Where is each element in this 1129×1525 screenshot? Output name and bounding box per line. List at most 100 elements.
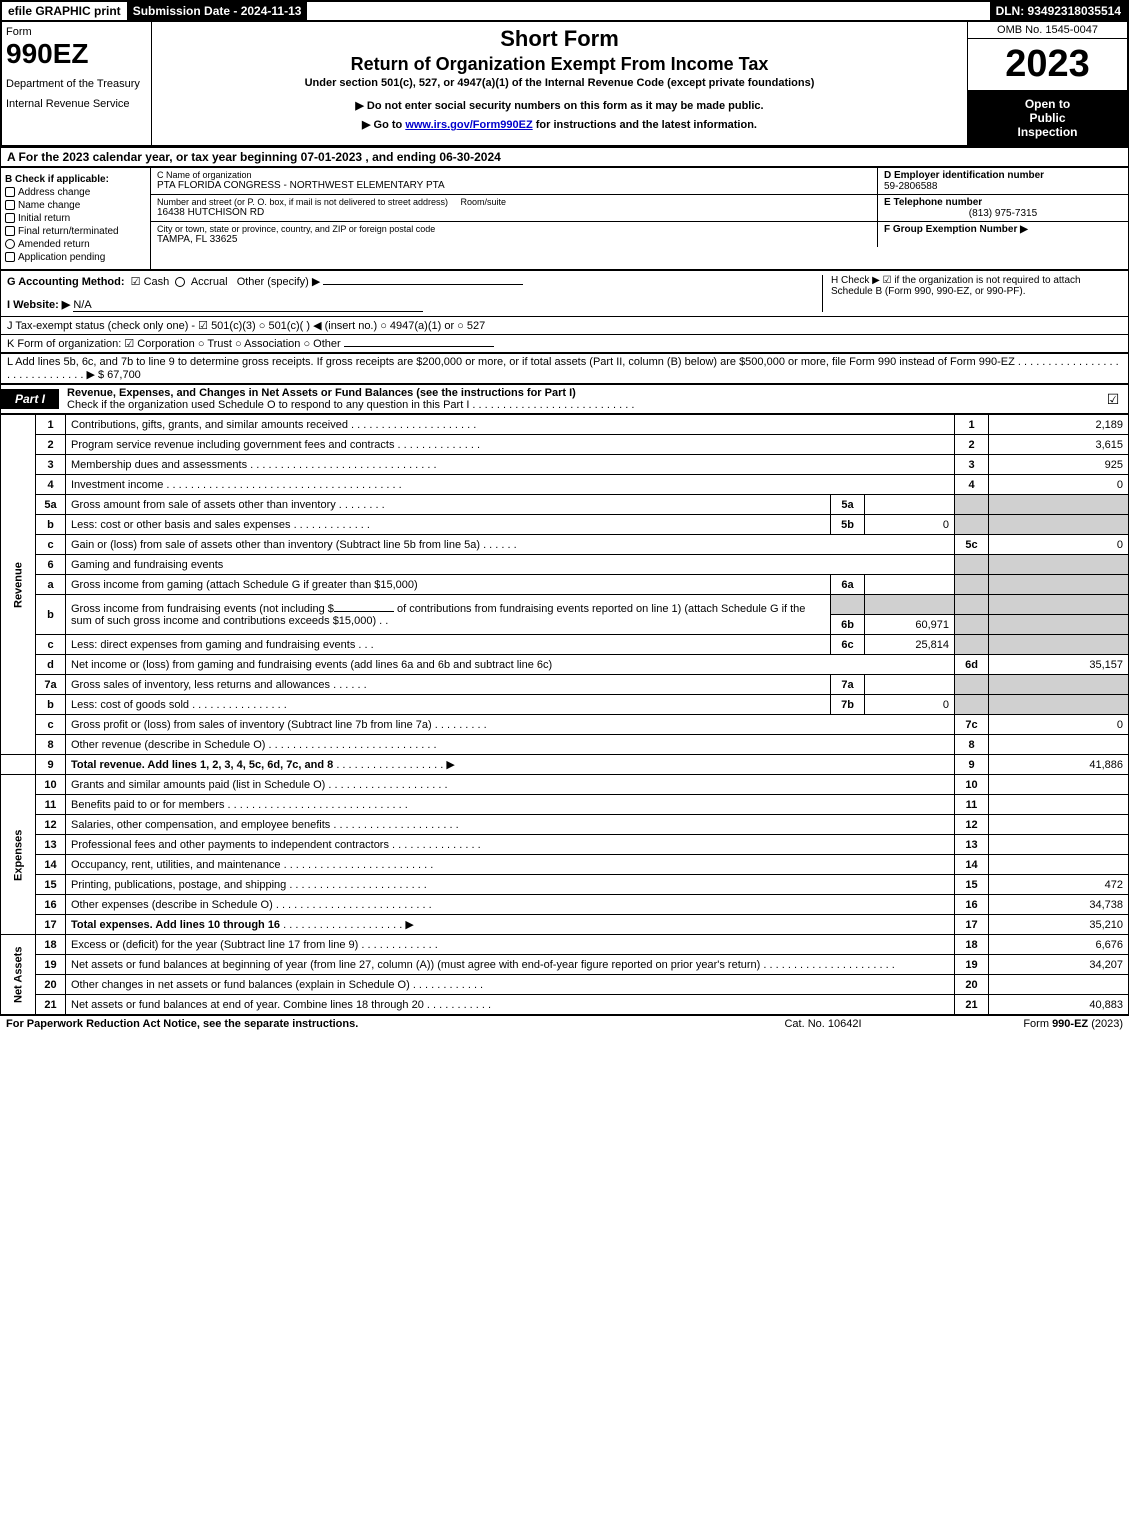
efile-label: efile GRAPHIC print xyxy=(2,2,127,20)
section-l: L Add lines 5b, 6c, and 7b to line 9 to … xyxy=(0,353,1129,384)
website-value: N/A xyxy=(73,299,423,312)
bcdef-block: B Check if applicable: Address change Na… xyxy=(0,167,1129,270)
line-20: 20 Other changes in net assets or fund b… xyxy=(1,975,1129,995)
end-date: 06-30-2024 xyxy=(439,150,500,164)
open-inspection: Open to Public Inspection xyxy=(968,91,1127,145)
c-city-cell: City or town, state or province, country… xyxy=(151,222,878,247)
line-5b: b Less: cost or other basis and sales ex… xyxy=(1,515,1129,535)
contrib-blank xyxy=(334,611,394,612)
goto-link-line: ▶ Go to www.irs.gov/Form990EZ for instru… xyxy=(160,118,959,131)
footer-left: For Paperwork Reduction Act Notice, see … xyxy=(6,1018,723,1030)
line-7a: 7a Gross sales of inventory, less return… xyxy=(1,675,1129,695)
form-header: Form 990EZ Department of the Treasury In… xyxy=(0,22,1129,147)
header-mid: Short Form Return of Organization Exempt… xyxy=(152,22,967,145)
section-a-pre: A For the 2023 calendar year, or tax yea… xyxy=(7,150,301,164)
header-right: OMB No. 1545-0047 2023 Open to Public In… xyxy=(967,22,1127,145)
netassets-label: Net Assets xyxy=(1,935,36,1015)
check-amended-return[interactable]: Amended return xyxy=(5,239,146,250)
part1-schedule-o-check[interactable]: ☑ xyxy=(1098,391,1128,408)
g-label: G Accounting Method: xyxy=(7,276,125,288)
section-h: H Check ▶ ☑ if the organization is not r… xyxy=(822,275,1122,312)
check-address-change[interactable]: Address change xyxy=(5,187,146,198)
check-name-change[interactable]: Name change xyxy=(5,200,146,211)
line-6c: c Less: direct expenses from gaming and … xyxy=(1,635,1129,655)
row-gh: G Accounting Method: ☑ Cash Accrual Othe… xyxy=(0,270,1129,317)
section-text: Under section 501(c), 527, or 4947(a)(1)… xyxy=(160,77,959,89)
part1-sub: Check if the organization used Schedule … xyxy=(67,399,634,411)
check-final-return[interactable]: Final return/terminated xyxy=(5,226,146,237)
line-8: 8 Other revenue (describe in Schedule O)… xyxy=(1,735,1129,755)
part1-header: Part I Revenue, Expenses, and Changes in… xyxy=(0,384,1129,414)
line-7b: b Less: cost of goods sold . . . . . . .… xyxy=(1,695,1129,715)
k-text: K Form of organization: ☑ Corporation ○ … xyxy=(7,338,341,350)
line-1: Revenue 1 Contributions, gifts, grants, … xyxy=(1,415,1129,435)
lines-table: Revenue 1 Contributions, gifts, grants, … xyxy=(0,414,1129,1015)
room-label: Room/suite xyxy=(460,197,506,207)
check-initial-return[interactable]: Initial return xyxy=(5,213,146,224)
l-text: L Add lines 5b, 6c, and 7b to line 9 to … xyxy=(7,356,1119,381)
line-15: 15 Printing, publications, postage, and … xyxy=(1,875,1129,895)
open-line2: Public xyxy=(970,111,1125,125)
section-j: J Tax-exempt status (check only one) - ☑… xyxy=(0,317,1129,335)
c-name-label: C Name of organization xyxy=(157,170,871,180)
j-text: J Tax-exempt status (check only one) - ☑… xyxy=(7,320,485,332)
org-name: PTA FLORIDA CONGRESS - NORTHWEST ELEMENT… xyxy=(157,180,871,191)
g-accrual-radio[interactable] xyxy=(175,277,185,287)
line-5c: c Gain or (loss) from sale of assets oth… xyxy=(1,535,1129,555)
section-b: B Check if applicable: Address change Na… xyxy=(1,168,151,269)
line-14: 14 Occupancy, rent, utilities, and maint… xyxy=(1,855,1129,875)
org-address: 16438 HUTCHISON RD xyxy=(157,207,871,218)
open-line3: Inspection xyxy=(970,125,1125,139)
g-other: Other (specify) ▶ xyxy=(237,276,321,288)
check-application-pending[interactable]: Application pending xyxy=(5,252,146,263)
h-text: H Check ▶ ☑ if the organization is not r… xyxy=(831,275,1122,297)
line-9: 9 Total revenue. Add lines 1, 2, 3, 4, 5… xyxy=(1,755,1129,775)
section-g: G Accounting Method: ☑ Cash Accrual Othe… xyxy=(7,275,822,312)
irs-link[interactable]: www.irs.gov/Form990EZ xyxy=(405,119,532,131)
line-4: 4 Investment income . . . . . . . . . . … xyxy=(1,475,1129,495)
link-prefix: ▶ Go to xyxy=(362,119,405,131)
line-21: 21 Net assets or fund balances at end of… xyxy=(1,995,1129,1015)
addr-label: Number and street (or P. O. box, if mail… xyxy=(157,197,448,207)
e-tel-cell: E Telephone number (813) 975-7315 xyxy=(878,195,1128,222)
line-12: 12 Salaries, other compensation, and emp… xyxy=(1,815,1129,835)
form-number: 990EZ xyxy=(6,38,147,70)
ssn-warning: ▶ Do not enter social security numbers o… xyxy=(160,99,959,112)
g-accrual: Accrual xyxy=(191,276,228,288)
line-16: 16 Other expenses (describe in Schedule … xyxy=(1,895,1129,915)
k-other-line xyxy=(344,346,494,347)
line-6d: d Net income or (loss) from gaming and f… xyxy=(1,655,1129,675)
line-7c: c Gross profit or (loss) from sales of i… xyxy=(1,715,1129,735)
tel-label: E Telephone number xyxy=(884,197,1122,208)
line-19: 19 Net assets or fund balances at beginn… xyxy=(1,955,1129,975)
org-city: TAMPA, FL 33625 xyxy=(157,234,871,245)
dln-label: DLN: 93492318035514 xyxy=(990,2,1127,20)
submission-date: Submission Date - 2024-11-13 xyxy=(127,2,308,20)
line-2: 2 Program service revenue including gove… xyxy=(1,435,1129,455)
tel-value: (813) 975-7315 xyxy=(884,208,1122,219)
line-18: Net Assets 18 Excess or (deficit) for th… xyxy=(1,935,1129,955)
g-other-line xyxy=(323,284,523,285)
part1-title: Revenue, Expenses, and Changes in Net As… xyxy=(59,385,1098,413)
footer-cat: Cat. No. 10642I xyxy=(723,1018,923,1030)
d-ein-cell: D Employer identification number 59-2806… xyxy=(878,168,1128,195)
section-cdef: C Name of organization PTA FLORIDA CONGR… xyxy=(151,168,1128,269)
l-value: 67,700 xyxy=(107,369,141,381)
section-k: K Form of organization: ☑ Corporation ○ … xyxy=(0,335,1129,353)
line-3: 3 Membership dues and assessments . . . … xyxy=(1,455,1129,475)
short-form-title: Short Form xyxy=(160,26,959,52)
c-name-cell: C Name of organization PTA FLORIDA CONGR… xyxy=(151,168,878,195)
tax-year: 2023 xyxy=(968,39,1127,91)
revenue-label: Revenue xyxy=(1,415,36,755)
open-line1: Open to xyxy=(970,97,1125,111)
section-a: A For the 2023 calendar year, or tax yea… xyxy=(0,147,1129,167)
b-label: B Check if applicable: xyxy=(5,174,109,185)
ein-value: 59-2806588 xyxy=(884,181,1122,192)
line-13: 13 Professional fees and other payments … xyxy=(1,835,1129,855)
header-left: Form 990EZ Department of the Treasury In… xyxy=(2,22,152,145)
dept-treasury: Department of the Treasury xyxy=(6,78,147,90)
top-bar: efile GRAPHIC print Submission Date - 20… xyxy=(0,0,1129,22)
page-footer: For Paperwork Reduction Act Notice, see … xyxy=(0,1015,1129,1032)
f-group-cell: F Group Exemption Number ▶ xyxy=(878,222,1128,247)
g-cash: Cash xyxy=(144,276,170,288)
